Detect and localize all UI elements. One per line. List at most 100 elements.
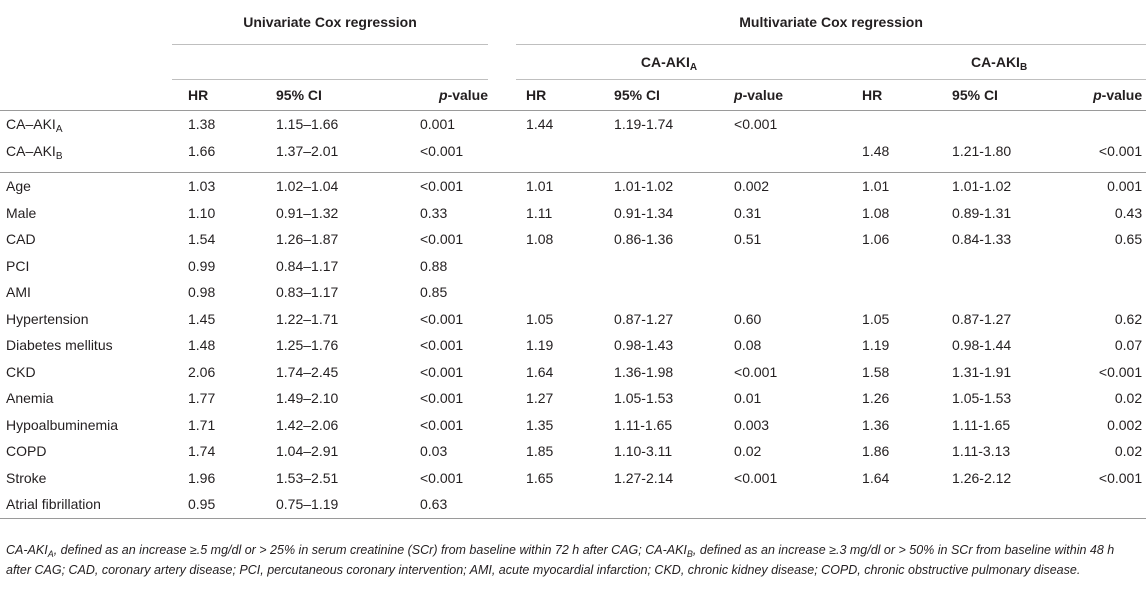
spacer <box>488 359 516 386</box>
table-row: CA–AKIB 1.66 1.37–2.01 <0.001 1.48 1.21-1.80 <… <box>0 138 1146 165</box>
univariate-ci: 1.42–2.06 <box>276 416 339 433</box>
univariate-p: <0.001 <box>420 390 464 407</box>
multi-b-hr <box>852 491 935 519</box>
multi-b-p <box>1058 253 1146 280</box>
table-row: Anemia 1.77 1.49–2.10 <0.001 1.27 1.05-1.53 0.… <box>0 385 1146 412</box>
spacer <box>488 200 516 227</box>
table-row: Age 1.03 1.02–1.04 <0.001 1.01 1.01-1.02 0.002… <box>0 172 1146 200</box>
multi-b-ci: 1.11-3.13 <box>952 443 1011 460</box>
group-a-header: CA-AKIA <box>516 44 823 80</box>
multi-b-hr: 1.26 <box>862 390 890 407</box>
header-row-2: CA-AKIA CA-AKIB <box>0 44 1146 80</box>
spacer <box>488 332 516 359</box>
row-label: Diabetes mellitus <box>6 337 113 354</box>
multi-a-ci: 1.05-1.53 <box>614 390 674 407</box>
header-row-3: HR 95% CI p-value HR 95% CI p-value HR 9… <box>0 79 1146 111</box>
table-row: Male 1.10 0.91–1.32 0.33 1.11 0.91-1.34 0.31 1.… <box>0 200 1146 227</box>
multi-a-hr: 1.85 <box>526 443 554 460</box>
multi-a-hr: 1.27 <box>526 390 554 407</box>
multi-a-ci: 1.19-1.74 <box>596 110 723 138</box>
univariate-p: <0.001 <box>420 469 464 486</box>
multi-b-ci <box>934 110 1059 138</box>
multi-a-hr: 1.44 <box>516 110 597 138</box>
univariate-hr: 1.66 <box>188 142 216 159</box>
row-label: CA–AKIB <box>6 142 63 162</box>
spacer <box>488 253 516 280</box>
multi-b-hr <box>852 110 935 138</box>
multi-a-hr <box>516 491 597 519</box>
multi-a-p: 0.60 <box>734 310 762 327</box>
univariate-ci: 1.53–2.51 <box>276 469 339 486</box>
col-ci-a: 95% CI <box>596 79 723 111</box>
univariate-hr: 1.74 <box>188 443 216 460</box>
multi-a-ci: 1.01-1.02 <box>596 172 723 200</box>
multi-b-p: 0.62 <box>1114 310 1143 327</box>
group1-body: CA–AKIA 1.38 1.15–1.66 0.001 1.44 1.19-1.74 <0… <box>0 110 1146 173</box>
multi-b-p: <0.001 <box>1098 469 1143 486</box>
univariate-p: 0.85 <box>420 284 448 301</box>
multi-b-hr: 1.36 <box>862 416 890 433</box>
multi-a-hr: 1.35 <box>526 416 554 433</box>
univariate-ci: 1.37–2.01 <box>276 142 339 159</box>
multi-a-p: 0.002 <box>722 172 823 200</box>
spacer <box>822 226 852 253</box>
multi-b-ci <box>934 253 1058 280</box>
spacer <box>822 279 852 306</box>
table-row: COPD 1.74 1.04–2.91 0.03 1.85 1.10-3.11 0.02 1.… <box>0 438 1146 465</box>
multi-a-hr <box>516 253 596 280</box>
univariate-p: 0.001 <box>388 110 489 138</box>
spacer <box>822 172 853 200</box>
multi-b-ci: 1.21-1.80 <box>952 142 1012 159</box>
cox-regression-table: Univariate Cox regression Multivariate C… <box>0 14 1146 519</box>
univariate-ci: 1.02–1.04 <box>268 172 388 200</box>
group2-body: Age 1.03 1.02–1.04 <0.001 1.01 1.01-1.02 0.002… <box>0 172 1146 519</box>
spacer <box>488 226 516 253</box>
row-label: PCI <box>6 257 30 274</box>
multi-a-p <box>722 491 823 519</box>
multi-b-hr: 1.19 <box>862 337 890 354</box>
multi-a-ci: 0.86-1.36 <box>614 231 674 248</box>
multi-a-ci <box>596 253 722 280</box>
multi-a-p <box>722 253 822 280</box>
spacer <box>822 306 852 333</box>
multi-b-hr: 1.86 <box>862 443 890 460</box>
multi-b-p: <0.001 <box>1098 363 1143 380</box>
multi-a-ci: 1.36-1.98 <box>614 363 674 380</box>
univariate-ci: 1.49–2.10 <box>276 390 339 407</box>
spacer <box>488 491 517 519</box>
multi-a-p: 0.02 <box>734 443 762 460</box>
row-label: CA–AKIA <box>0 110 172 138</box>
multi-b-ci <box>934 279 1058 306</box>
multi-a-ci: 0.98-1.43 <box>614 337 674 354</box>
table-footnote: CA-AKIA, defined as an increase ≥.5 mg/d… <box>6 543 1115 577</box>
spacer <box>822 359 852 386</box>
spacer <box>822 465 852 492</box>
spacer <box>488 279 516 306</box>
spacer <box>488 465 516 492</box>
univariate-ci: 1.15–1.66 <box>268 110 388 138</box>
spacer <box>488 306 516 333</box>
univariate-hr: 1.03 <box>172 172 268 200</box>
univariate-hr: 1.54 <box>188 231 216 248</box>
col-p-b: p-value <box>1058 79 1146 111</box>
row-label: CAD <box>6 231 36 248</box>
spacer <box>822 491 853 519</box>
multi-a-hr: 1.19 <box>526 337 554 354</box>
univariate-hr: 1.48 <box>188 337 216 354</box>
multi-b-ci: 0.84-1.33 <box>952 231 1012 248</box>
spacer <box>488 172 517 200</box>
multi-a-hr: 1.65 <box>526 469 554 486</box>
multi-a-hr: 1.08 <box>526 231 554 248</box>
univariate-p: 0.63 <box>388 491 489 519</box>
univariate-ci: 0.75–1.19 <box>268 491 388 519</box>
univariate-hr: 2.06 <box>188 363 216 380</box>
univariate-header: Univariate Cox regression <box>243 14 417 30</box>
univariate-p: <0.001 <box>420 142 464 159</box>
multi-a-p: <0.001 <box>734 363 778 380</box>
multi-b-p: 0.001 <box>1058 172 1146 200</box>
spacer <box>488 385 516 412</box>
multi-b-p: 0.07 <box>1114 337 1143 354</box>
table-row: AMI 0.98 0.83–1.17 0.85 <box>0 279 1146 306</box>
col-ci: 95% CI <box>268 79 388 111</box>
multi-b-ci: 1.26-2.12 <box>952 469 1012 486</box>
